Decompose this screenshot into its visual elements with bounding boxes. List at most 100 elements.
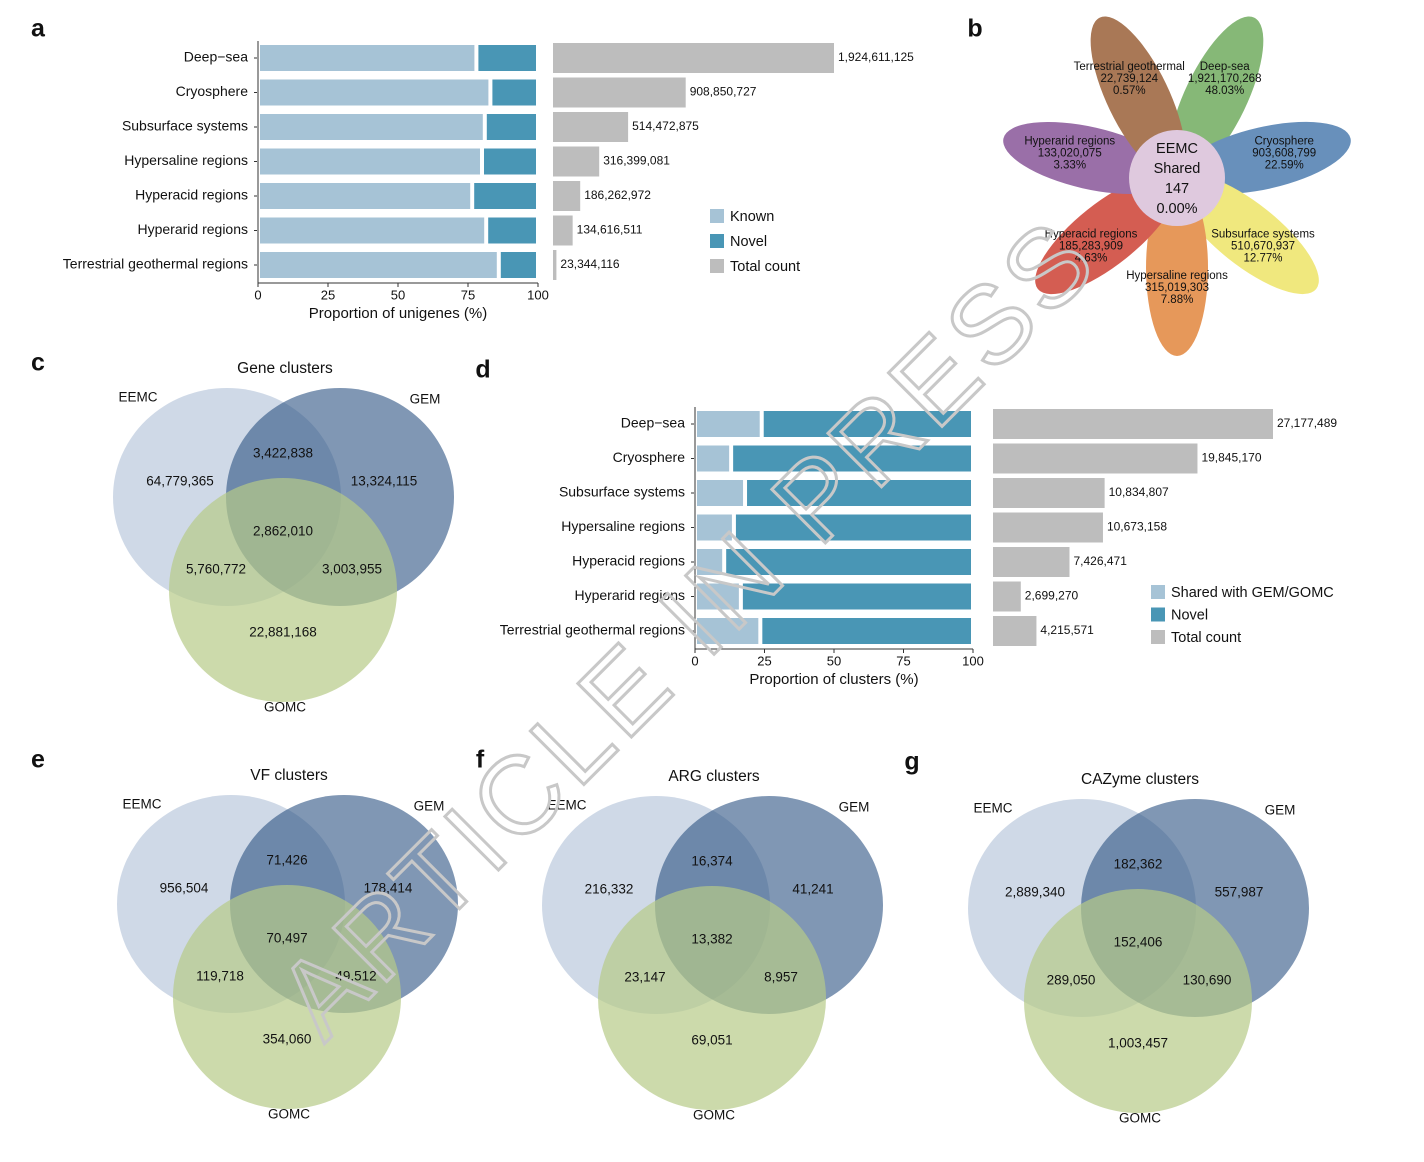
venn-count-gem-gomc: 3,003,955 [322, 562, 382, 577]
venn-circle-gomc [169, 478, 397, 702]
petal-name: Hyperarid regions [1024, 136, 1115, 148]
venn-count-eemc-only: 2,889,340 [1005, 885, 1065, 900]
venn-circle-gomc [598, 886, 826, 1110]
total-count-label: 27,177,489 [1277, 416, 1337, 430]
venn-count-gomc-only: 354,060 [263, 1032, 312, 1047]
petal-count: 1,921,170,268 [1188, 73, 1262, 85]
category-label: Terrestrial geothermal regions [63, 256, 248, 272]
legend-swatch [710, 234, 724, 248]
legend-swatch [1151, 607, 1165, 622]
venn-count-gem-gomc: 8,957 [764, 970, 798, 985]
venn-count-eemc-gem: 16,374 [691, 854, 733, 869]
bar-known [260, 252, 497, 278]
total-count-label: 1,924,611,125 [838, 50, 914, 64]
category-label: Hyperarid regions [575, 587, 686, 603]
total-count-label: 186,262,972 [584, 188, 651, 202]
category-label: Hyperacid regions [572, 553, 685, 569]
petal-percent: 48.03% [1205, 85, 1244, 97]
category-label: Subsurface systems [122, 118, 248, 134]
set-label-gem: GEM [839, 800, 870, 815]
bar-total-count [993, 443, 1198, 474]
bar-total-count [993, 409, 1273, 439]
bar-novel [484, 148, 536, 175]
set-label-gomc: GOMC [268, 1107, 310, 1122]
legend-label: Total count [730, 259, 800, 275]
venn-circle-gomc [173, 885, 401, 1109]
category-label: Hyperacid regions [135, 187, 248, 203]
bar-known [260, 79, 489, 106]
panel-label: e [31, 746, 45, 774]
petal-percent: 12.77% [1244, 253, 1283, 265]
x-tick-label: 100 [527, 287, 549, 302]
category-label: Hypersaline regions [561, 518, 685, 534]
venn-count-all: 13,382 [691, 932, 732, 947]
set-label-eemc: EEMC [118, 390, 157, 405]
x-tick-label: 75 [461, 287, 475, 302]
bar-shared [697, 514, 732, 541]
venn-circle-gomc [1024, 889, 1252, 1113]
x-axis-title: Proportion of unigenes (%) [309, 305, 487, 322]
center-title: EEMC [1156, 141, 1198, 157]
petal-count: 185,283,909 [1059, 241, 1123, 253]
center-count: 147 [1165, 181, 1189, 197]
venn-title: Gene clusters [237, 360, 333, 377]
venn-count-eemc-only: 64,779,365 [146, 474, 214, 489]
petal-count: 903,608,799 [1252, 148, 1316, 160]
panel-f: f ARG clusters EEMC GEM GOMC 216,332 16,374 41,… [476, 746, 883, 1123]
x-tick-label: 25 [321, 287, 335, 302]
total-count-label: 134,616,511 [577, 223, 643, 237]
petal-name: Cryosphere [1255, 136, 1314, 148]
x-tick-label: 25 [757, 653, 771, 668]
venn-count-eemc-gem: 182,362 [1114, 857, 1163, 872]
bar-novel [500, 252, 536, 278]
venn-count-gem-only: 178,414 [364, 881, 413, 896]
panel-label: d [475, 356, 490, 384]
legend-label: Known [730, 209, 774, 225]
petal-count: 133,020,075 [1038, 148, 1102, 160]
x-tick-label: 100 [962, 653, 984, 668]
total-count-label: 23,344,116 [560, 257, 619, 271]
venn-count-gem-only: 13,324,115 [351, 474, 418, 489]
bar-total-count [993, 478, 1105, 508]
petal-percent: 0.57% [1113, 85, 1146, 97]
panel-d: d Deep−sea 27,177,489 Cryosphere 19,845,170 S… [475, 356, 1337, 688]
bar-novel [733, 445, 971, 472]
bar-novel [726, 549, 971, 575]
bar-total-count [993, 616, 1037, 646]
total-count-label: 514,472,875 [632, 119, 699, 133]
bar-known [260, 45, 475, 71]
bar-novel [486, 114, 536, 140]
bar-total-count [553, 112, 629, 142]
bar-total-count [553, 250, 557, 280]
petal-percent: 22.59% [1265, 160, 1304, 172]
figure-panels: a Deep−sea 1,924,611,125 Cryosphere 908,850,… [31, 15, 1351, 1126]
bar-total-count [993, 547, 1070, 577]
bar-known [260, 183, 471, 209]
x-tick-label: 50 [827, 653, 841, 668]
legend-swatch [710, 259, 724, 273]
bar-shared [697, 411, 760, 437]
center-circle [1129, 130, 1225, 226]
bar-novel [492, 79, 536, 106]
set-label-gem: GEM [1265, 803, 1296, 818]
bar-novel [735, 514, 971, 541]
petal-percent: 4.63% [1075, 253, 1108, 265]
legend-label: Novel [1171, 607, 1208, 623]
category-label: Deep−sea [184, 49, 248, 65]
venn-count-gem-only: 41,241 [792, 882, 833, 897]
set-label-gomc: GOMC [1119, 1111, 1161, 1126]
venn-count-all: 70,497 [266, 931, 307, 946]
x-tick-label: 0 [691, 653, 698, 668]
petal-count: 510,670,937 [1231, 241, 1295, 253]
venn-count-all: 152,406 [1114, 935, 1163, 950]
legend-swatch [710, 209, 724, 223]
petal-count: 315,019,303 [1145, 282, 1209, 294]
total-count-label: 10,673,158 [1107, 520, 1167, 534]
bar-novel [763, 411, 971, 437]
panel-label: g [904, 748, 919, 776]
venn-title: ARG clusters [668, 768, 760, 785]
venn-count-eemc-gem: 71,426 [266, 853, 307, 868]
